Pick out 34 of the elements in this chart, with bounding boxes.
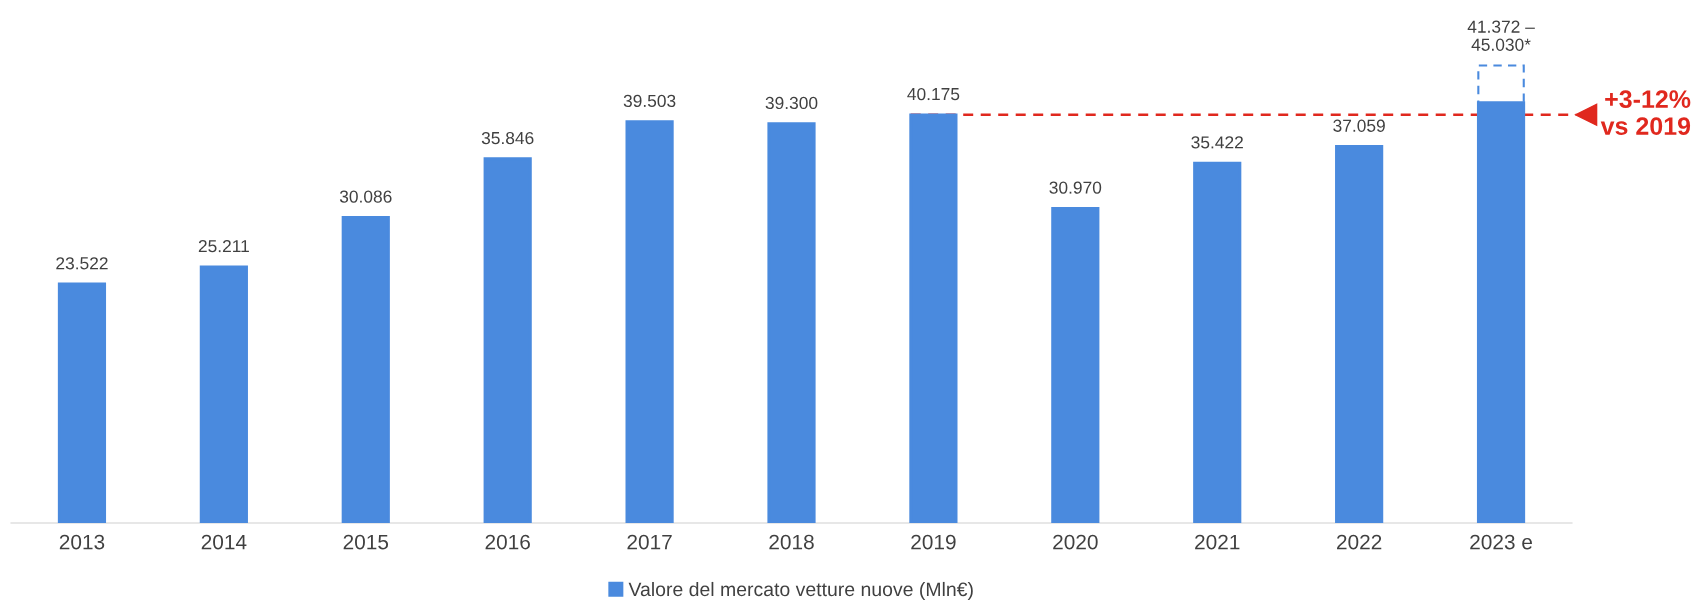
bar xyxy=(1193,161,1242,523)
x-tick-label: 2019 xyxy=(911,534,956,550)
data-label: 30.970 xyxy=(1049,181,1102,194)
annotation: 41.372 – 45.030* xyxy=(1467,20,1535,51)
data-label: 35.846 xyxy=(481,131,534,145)
bar xyxy=(341,215,390,523)
bar xyxy=(909,113,958,523)
bar xyxy=(57,282,107,523)
text: +3-12% vs 2019 xyxy=(1600,90,1691,135)
x-tick-label: 2022 xyxy=(1337,534,1382,550)
data-label: 30.086 xyxy=(339,190,392,203)
x-tick-label: 2017 xyxy=(627,534,672,550)
data-label: 25.211 xyxy=(198,239,249,253)
data-label: 23.522 xyxy=(56,257,108,270)
legend-label: Valore del mercato vetture nuove (Mln€) xyxy=(628,581,973,601)
data-label: 39.300 xyxy=(765,96,818,110)
x-tick-label: 2021 xyxy=(1195,534,1240,550)
bar xyxy=(767,122,816,523)
data-label: 39.503 xyxy=(623,94,676,108)
data-label: 37.059 xyxy=(1333,119,1385,132)
data-label: 35.422 xyxy=(1191,136,1243,149)
x-tick-label: 2016 xyxy=(485,534,530,550)
bar xyxy=(199,265,248,523)
bar xyxy=(1335,145,1384,523)
x-tick-label: 2014 xyxy=(201,534,247,550)
data-label: 40.175 xyxy=(907,87,960,101)
x-tick-label: 2020 xyxy=(1053,534,1098,550)
bar xyxy=(483,157,532,523)
bar xyxy=(625,120,674,523)
x-tick-label: 2018 xyxy=(769,534,814,550)
bar xyxy=(1051,206,1100,523)
x-tick-label: 2023 e xyxy=(1470,534,1532,550)
x-tick-label: 2015 xyxy=(343,534,389,550)
x-tick-label: 2013 xyxy=(59,534,105,550)
